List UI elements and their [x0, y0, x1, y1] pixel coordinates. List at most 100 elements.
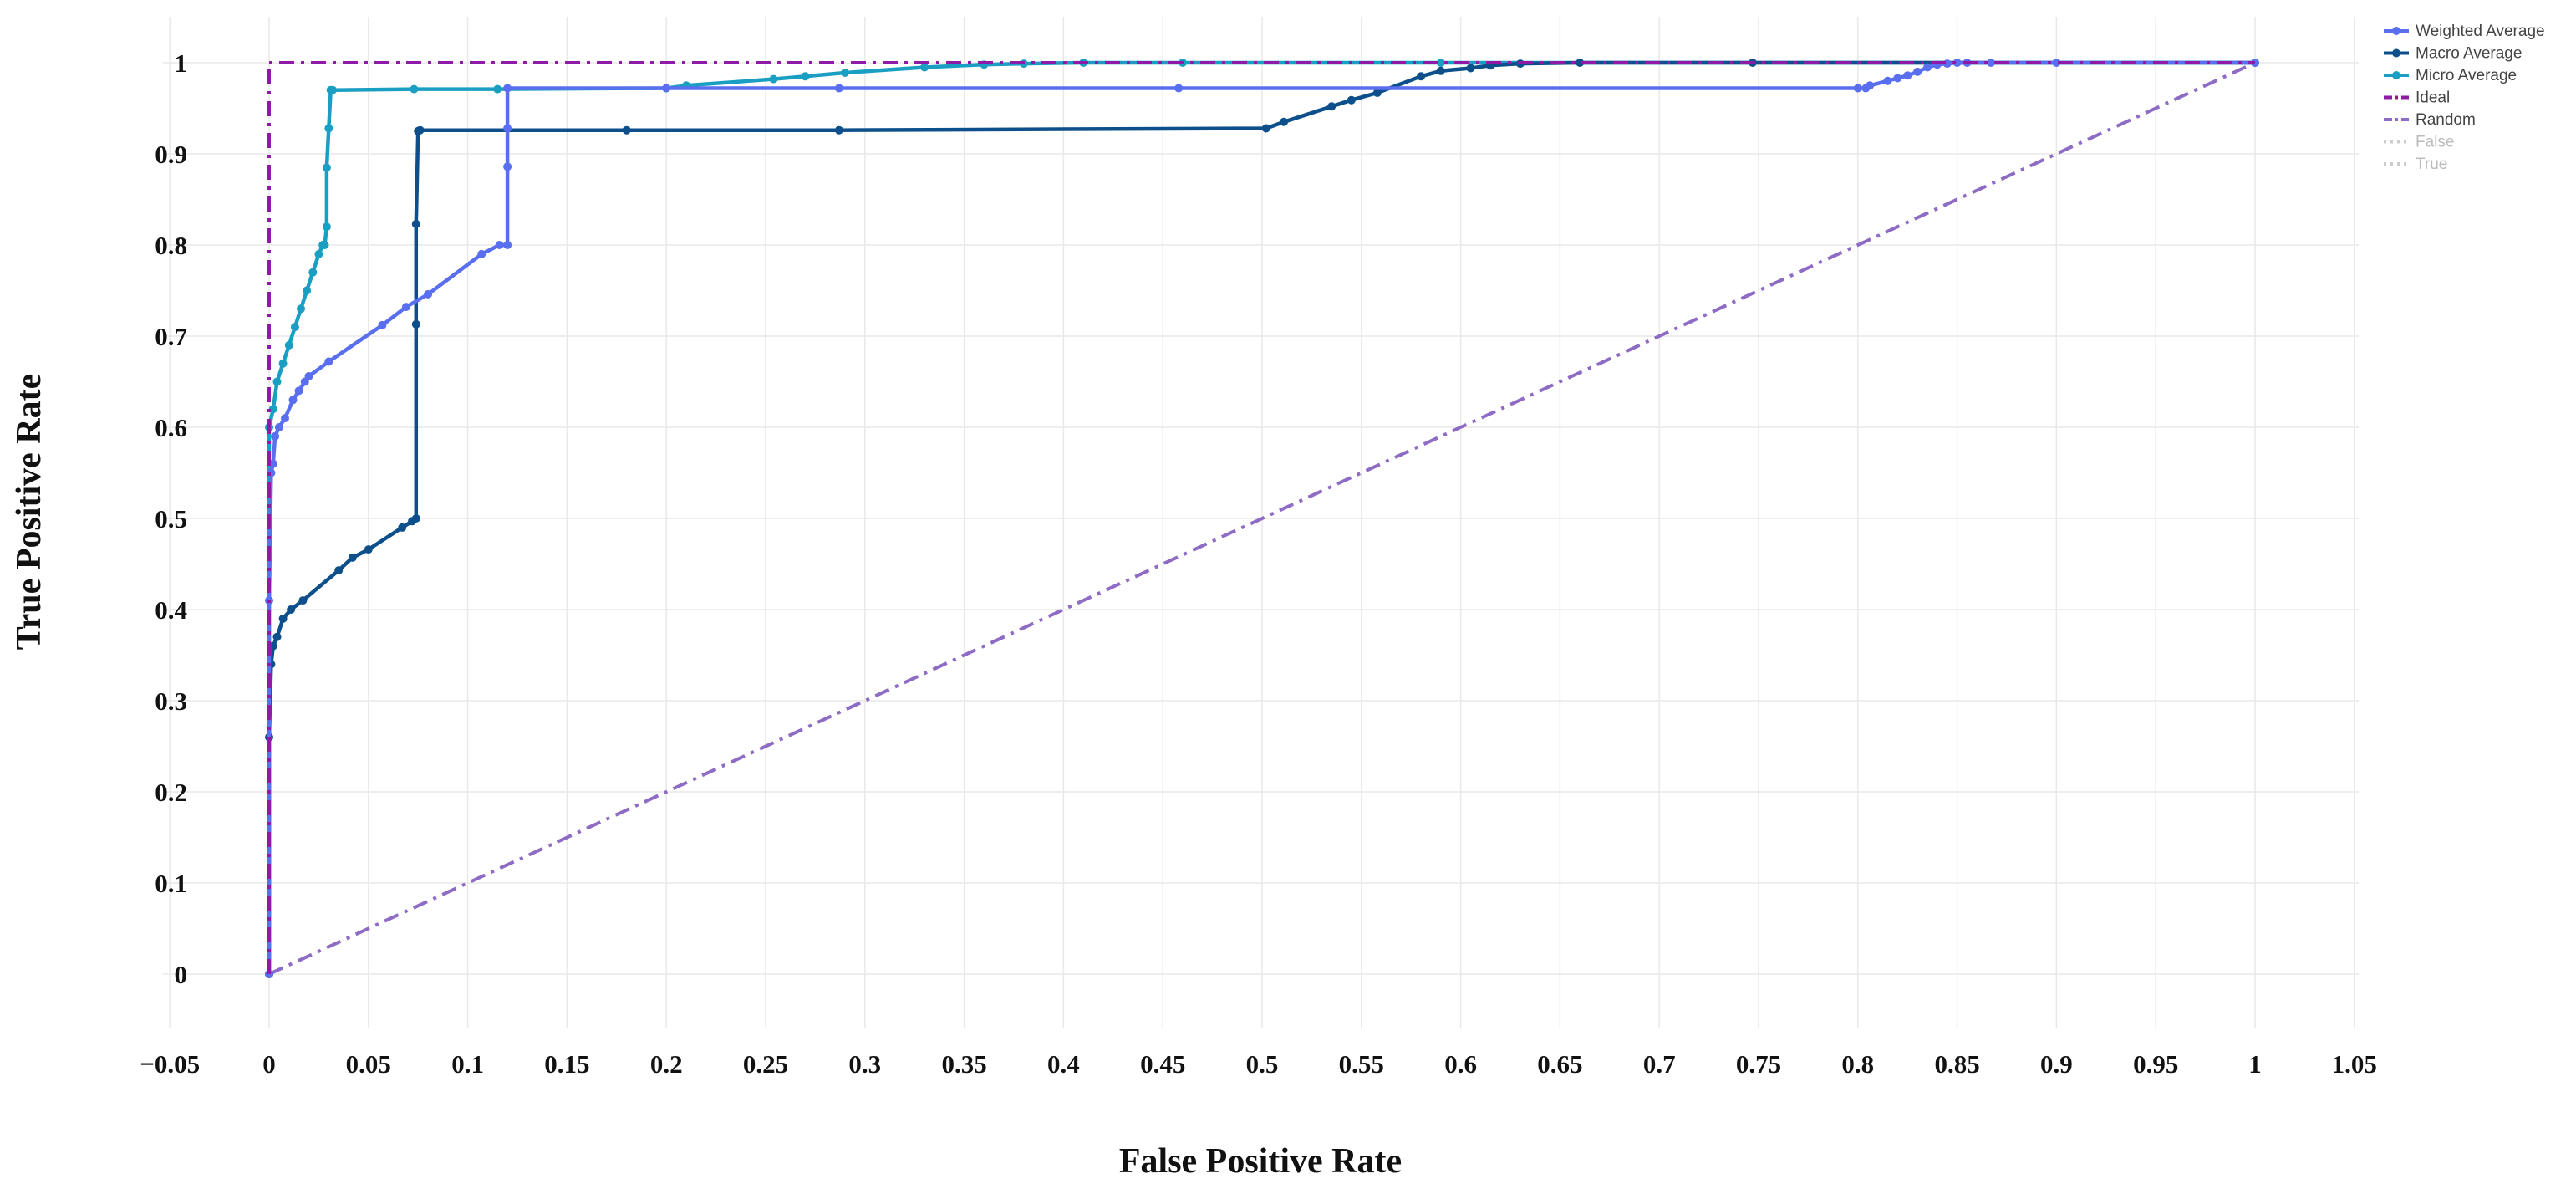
x-tick-label: 0	[262, 1049, 276, 1079]
data-point-micro-average	[278, 359, 288, 368]
data-point-micro-average	[801, 72, 810, 81]
data-point-micro-average	[493, 84, 502, 94]
data-point-macro-average	[1261, 124, 1270, 133]
x-tick-label: 0.4	[1047, 1049, 1080, 1079]
x-tick-label: 0.6	[1444, 1049, 1477, 1079]
data-point-macro-average	[287, 605, 296, 614]
x-tick-label: 0.95	[2133, 1049, 2178, 1079]
x-tick-label: 0.2	[650, 1049, 683, 1079]
y-tick-label: 0.4	[155, 595, 187, 625]
x-tick-label: 0.5	[1246, 1049, 1279, 1079]
legend-label-false: False	[2416, 134, 2454, 151]
data-point-micro-average	[297, 304, 305, 314]
data-point-micro-average	[324, 124, 333, 133]
data-point-weighted-average	[503, 124, 512, 133]
data-point-macro-average	[622, 125, 631, 135]
legend-marker-macro-average	[2392, 48, 2400, 58]
series-line-ideal	[267, 61, 2255, 974]
data-point-weighted-average	[401, 303, 410, 312]
x-tick-label: 0.45	[1140, 1049, 1185, 1079]
data-point-macro-average	[348, 553, 357, 562]
x-tick-label: 0.3	[848, 1049, 881, 1079]
data-point-macro-average	[1436, 66, 1445, 75]
data-point-weighted-average	[1174, 84, 1184, 93]
data-point-micro-average	[1436, 59, 1445, 67]
data-point-weighted-average	[324, 357, 333, 366]
data-point-micro-average	[322, 163, 331, 172]
data-point-macro-average	[1372, 89, 1382, 97]
data-point-macro-average	[411, 319, 420, 329]
data-point-micro-average	[272, 377, 282, 386]
data-point-macro-average	[1417, 72, 1426, 81]
data-point-weighted-average	[281, 414, 289, 423]
data-point-weighted-average	[304, 372, 313, 380]
x-tick-label: 0.7	[1643, 1049, 1676, 1079]
legend-label-micro-average: Micro Average	[2416, 67, 2517, 84]
chart-grid	[163, 17, 2359, 1028]
data-point-micro-average	[308, 268, 318, 277]
data-point-micro-average	[328, 85, 337, 94]
x-tick-label: 0.15	[544, 1049, 589, 1079]
data-point-micro-average	[320, 241, 329, 249]
data-point-weighted-average	[503, 241, 512, 249]
y-tick-label: 0.5	[155, 504, 187, 533]
data-point-weighted-average	[1866, 81, 1875, 90]
data-point-micro-average	[920, 63, 929, 72]
data-point-weighted-average	[1893, 74, 1902, 83]
data-point-macro-average	[1576, 59, 1585, 67]
x-tick-label: 1	[2248, 1049, 2262, 1079]
x-tick-label: 0.1	[451, 1049, 484, 1079]
data-point-macro-average	[398, 523, 407, 532]
legend-marker-micro-average	[2392, 71, 2400, 79]
data-point-weighted-average	[2052, 59, 2061, 67]
data-point-macro-average	[298, 596, 308, 605]
x-axis-ticks: −0.05 0 0.05 0.1 0.15 0.2 0.25 0.3 0.35 0.4 0.45 0.…	[140, 1049, 2377, 1079]
y-tick-label: 1	[175, 48, 188, 78]
x-tick-label: 0.25	[743, 1049, 788, 1079]
x-axis-title: False Positive Rate	[1119, 1142, 1402, 1181]
data-point-weighted-average	[477, 249, 486, 258]
data-point-weighted-average	[378, 320, 387, 329]
x-tick-label: 0.8	[1841, 1049, 1874, 1079]
data-point-macro-average	[415, 125, 425, 135]
data-point-macro-average	[278, 614, 288, 623]
legend-item-micro-average: Micro Average	[2384, 67, 2517, 84]
data-point-weighted-average	[294, 386, 303, 396]
chart-legend: Weighted Average Macro Average Micro Avera…	[2384, 23, 2545, 173]
legend-item-true: True	[2384, 156, 2447, 173]
data-point-weighted-average	[503, 84, 512, 93]
data-point-macro-average	[268, 641, 277, 651]
chart-series	[265, 59, 2259, 978]
data-point-macro-average	[334, 566, 344, 575]
data-point-macro-average	[1347, 95, 1356, 105]
x-tick-label: 1.05	[2332, 1049, 2377, 1079]
y-tick-label: 0.8	[155, 231, 187, 260]
x-tick-label: 0.35	[941, 1049, 986, 1079]
legend-item-random: Random	[2384, 111, 2476, 129]
y-tick-label: 0.9	[155, 140, 187, 169]
x-tick-label: −0.05	[140, 1049, 200, 1079]
data-point-weighted-average	[1853, 84, 1862, 93]
legend-item-macro-average: Macro Average	[2384, 45, 2522, 63]
data-point-micro-average	[268, 405, 277, 414]
data-point-micro-average	[314, 249, 323, 258]
x-tick-label: 0.55	[1339, 1049, 1384, 1079]
y-tick-label: 0.1	[155, 869, 187, 898]
data-point-micro-average	[841, 69, 849, 77]
legend-marker-weighted-average	[2392, 27, 2400, 35]
data-point-macro-average	[364, 545, 373, 554]
data-point-weighted-average	[834, 84, 843, 93]
data-point-macro-average	[411, 219, 420, 228]
x-tick-label: 0.05	[346, 1049, 391, 1079]
series-weighted-average	[265, 59, 2259, 978]
legend-label-weighted-average: Weighted Average	[2416, 23, 2545, 40]
data-point-weighted-average	[271, 431, 280, 441]
data-point-macro-average	[1466, 64, 1475, 73]
legend-label-true: True	[2416, 156, 2447, 173]
legend-item-ideal: Ideal	[2384, 89, 2450, 107]
data-point-macro-average	[834, 125, 843, 135]
x-tick-label: 0.85	[1934, 1049, 1979, 1079]
data-point-micro-average	[290, 323, 299, 332]
legend-label-ideal: Ideal	[2416, 89, 2450, 107]
